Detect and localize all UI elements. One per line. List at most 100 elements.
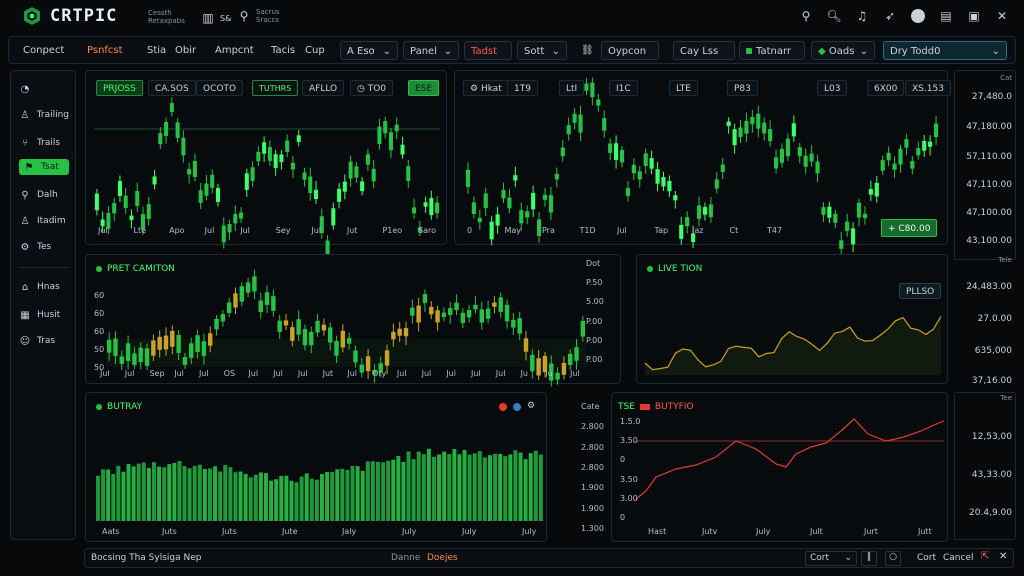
bar: [269, 480, 274, 521]
toolbar-item-psnfcst[interactable]: Psnfcst: [87, 45, 123, 56]
status-select[interactable]: Cort ⌄: [805, 551, 857, 566]
topbar-search[interactable]: ⚲ Sacrus Sraccs: [236, 8, 280, 24]
bar: [314, 479, 319, 521]
chip-hkat[interactable]: ⚙ Hkat: [463, 80, 509, 96]
chip-p83[interactable]: P83: [727, 80, 758, 96]
sidebar-item-rating[interactable]: ◔: [19, 81, 69, 97]
settings-icon[interactable]: ⚙: [527, 401, 536, 411]
candle-body: [536, 219, 542, 236]
legend-dot-red[interactable]: [499, 403, 507, 411]
sidebar-item-trailing[interactable]: ♙ Trailing: [19, 107, 69, 123]
candle-body: [614, 143, 619, 160]
select-oads[interactable]: ◆ Oads ⌄: [811, 41, 875, 60]
price-column-mid: Tele: [998, 256, 1012, 264]
bar: [274, 479, 279, 521]
avatar[interactable]: [910, 8, 926, 24]
bar: [284, 475, 289, 521]
bell-icon[interactable]: ♫: [856, 9, 868, 23]
sidebar-item-dalh[interactable]: ⚲ Dalh: [19, 187, 69, 203]
chart-panel-2: ⚙ Hkat 1T9 LtI I1C LTE P83 L03 6X00 XS.1…: [454, 70, 951, 255]
sidebar-item-itadim[interactable]: ♙ Itadim: [19, 213, 69, 229]
pause-button[interactable]: ‖: [861, 551, 877, 566]
export-icon[interactable]: ⇱: [981, 551, 990, 562]
select-tadst[interactable]: Tadst ⌄: [464, 41, 512, 76]
candle-body: [215, 187, 221, 202]
candle-body: [485, 308, 491, 319]
link-icon[interactable]: ⛓: [581, 45, 594, 56]
toolbar-item-cup[interactable]: Cup: [305, 45, 325, 56]
sidebar-item-tsat[interactable]: ⚑ Tsat: [19, 159, 69, 175]
chip-1t9[interactable]: 1T9: [507, 80, 538, 96]
candle-body: [479, 309, 484, 323]
chip-ca-sos[interactable]: CA.SOS: [148, 80, 196, 96]
candle-body: [536, 358, 541, 376]
chip-to0[interactable]: ◷ TO0: [350, 80, 394, 96]
x-tick-label: Jul: [495, 369, 506, 378]
select-1[interactable]: A Eso ⌄: [340, 41, 398, 60]
toolbar-item-obir[interactable]: Obir: [175, 45, 197, 56]
candle-body: [313, 189, 319, 199]
candle-body: [744, 121, 749, 134]
line-badge[interactable]: PLLSO: [899, 283, 942, 299]
bar: [208, 468, 212, 521]
cancel-button[interactable]: Cancel: [943, 553, 974, 563]
x-tick-label: T1D: [579, 226, 596, 235]
diamond-icon: ◆: [818, 46, 826, 57]
candle-body: [714, 179, 719, 189]
briefcase-icon[interactable]: ▣: [968, 9, 980, 23]
candle-body: [596, 99, 601, 106]
chip-l03[interactable]: L03: [817, 80, 848, 96]
chip-afllo[interactable]: AFLLO: [302, 80, 345, 96]
chip-6x00[interactable]: 6X00: [867, 80, 905, 96]
chip-lti[interactable]: LtI: [559, 80, 585, 96]
y-tick-label: Cate: [581, 402, 600, 411]
chip-ese[interactable]: ESE: [408, 80, 440, 96]
chip-lte[interactable]: LTE: [669, 80, 698, 96]
x-tick-label: Pra: [542, 226, 555, 235]
price-badge[interactable]: + C80.00: [881, 219, 938, 237]
candle-body: [227, 224, 232, 233]
sidebar-item-tras[interactable]: ☺ Tras: [19, 333, 69, 349]
search-icon[interactable]: ⚲: [801, 9, 811, 23]
select-cay-lss[interactable]: Cay Lss: [673, 41, 735, 60]
bar: [111, 473, 116, 521]
chip-tuthrs[interactable]: TUTHRS: [252, 80, 299, 96]
status-button[interactable]: Cort: [917, 553, 937, 563]
chip-i1c[interactable]: I1C: [609, 80, 638, 96]
sidebar-item-hnas[interactable]: ⌂ Hnas: [19, 279, 69, 295]
legend-dot-blue[interactable]: [513, 403, 521, 411]
candle-body: [138, 347, 143, 363]
toolbar-item-tacis[interactable]: Tacis: [271, 45, 296, 56]
document-icon[interactable]: ▤: [940, 9, 952, 23]
toolbar-item-stia[interactable]: Stia: [147, 45, 167, 56]
chip-prjoss[interactable]: PRJOSS: [96, 80, 143, 96]
bar: [299, 476, 304, 521]
select-tatnarr[interactable]: Tatnarr ⌄: [739, 41, 805, 76]
sidebar-item-husit[interactable]: ▦ Husit: [19, 307, 69, 323]
sidebar-item-trails[interactable]: ⑂ Trails: [19, 135, 69, 151]
candle-body: [214, 318, 219, 330]
home-icon: ⌂: [21, 281, 29, 293]
sidebar-item-tes[interactable]: ⚙ Tes: [19, 239, 69, 255]
record-button[interactable]: ○: [885, 551, 901, 566]
close-icon[interactable]: ✕: [996, 9, 1008, 23]
topbar-menu-1[interactable]: ▥ S&: [200, 10, 231, 26]
chip-ocoto[interactable]: OCOTO: [196, 80, 244, 96]
candle-body: [220, 314, 226, 322]
rocket-icon[interactable]: ➶: [884, 9, 896, 23]
search-select[interactable]: Dry Todd0 ⌄: [883, 41, 1007, 60]
toolbar-item-ampcnt[interactable]: Ampcnt: [215, 45, 254, 56]
toolbar-item-conpect[interactable]: Conpect: [23, 45, 65, 56]
chip-xs153[interactable]: XS.153: [905, 80, 951, 96]
candle-body: [384, 350, 390, 366]
close-icon[interactable]: ✕: [999, 551, 1008, 562]
candle-body: [176, 334, 181, 353]
bar: [406, 451, 411, 521]
select-sott[interactable]: Sott ⌄: [517, 41, 567, 60]
y-tick-label: 0: [620, 455, 626, 465]
zoom-icon[interactable]: 🔍︎: [826, 9, 842, 23]
bar: [187, 468, 192, 521]
select-panel[interactable]: Panel ⌄: [403, 41, 459, 60]
select-oypcon[interactable]: Oypcon: [601, 41, 659, 60]
bar: [172, 462, 177, 521]
